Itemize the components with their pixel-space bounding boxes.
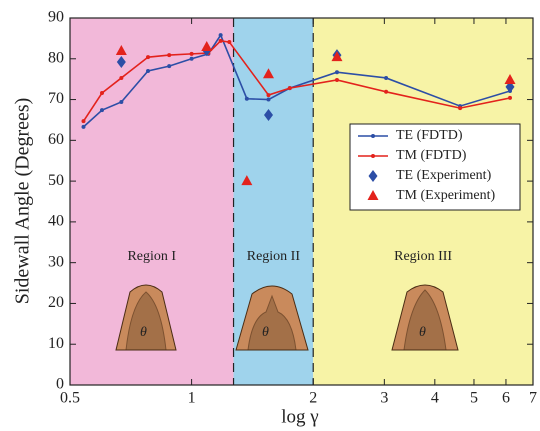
- marker: [146, 69, 151, 74]
- marker: [371, 134, 375, 138]
- marker: [115, 45, 127, 56]
- marker: [116, 56, 126, 69]
- marker: [81, 119, 86, 124]
- region-label: Region II: [247, 249, 301, 264]
- x-tick-label: 5: [470, 390, 478, 407]
- angle-label: θ: [262, 325, 269, 340]
- marker: [367, 190, 379, 200]
- marker: [227, 40, 232, 45]
- marker: [384, 89, 389, 94]
- marker: [189, 56, 194, 61]
- marker: [119, 75, 124, 80]
- marker: [371, 154, 375, 158]
- legend-label: TM (FDTD): [396, 148, 467, 163]
- marker: [146, 55, 151, 60]
- legend-label: TM (Experiment): [396, 188, 495, 203]
- angle-label: θ: [419, 325, 426, 340]
- marker: [218, 38, 223, 43]
- marker: [167, 64, 172, 69]
- x-tick-label: 0.5: [60, 390, 80, 407]
- marker: [334, 77, 339, 82]
- marker: [331, 51, 343, 62]
- region-label: Region III: [394, 249, 452, 264]
- marker: [218, 33, 223, 38]
- region-label: Region I: [127, 249, 176, 264]
- y-tick-label: 0: [56, 376, 64, 393]
- marker: [167, 53, 172, 58]
- marker: [504, 73, 516, 84]
- marker: [244, 96, 249, 101]
- marker: [119, 100, 124, 105]
- y-tick-label: 70: [48, 90, 64, 107]
- illustrations: [115, 284, 459, 351]
- y-tick-label: 40: [48, 213, 64, 230]
- marker: [263, 109, 273, 122]
- x-axis-label: log γ: [281, 406, 318, 427]
- marker: [458, 106, 463, 111]
- marker: [189, 51, 194, 56]
- marker: [384, 75, 389, 80]
- y-tick-label: 80: [48, 49, 64, 66]
- legend-label: TE (Experiment): [396, 168, 492, 183]
- marker: [99, 108, 104, 113]
- x-tick-label: 4: [431, 390, 439, 407]
- legend-box: [349, 123, 521, 211]
- y-tick-label: 30: [48, 253, 64, 270]
- sidewall-shape: [247, 294, 297, 351]
- marker: [201, 40, 213, 51]
- plot-frame: [69, 17, 534, 386]
- angle-label: θ: [140, 325, 147, 340]
- x-tick-label: 7: [529, 390, 537, 407]
- y-axis-label: Sidewall Angle (Degrees): [12, 98, 34, 305]
- y-tick-label: 60: [48, 131, 64, 148]
- x-tick-label: 6: [502, 390, 510, 407]
- marker: [266, 97, 271, 102]
- marker: [241, 175, 253, 186]
- marker: [262, 68, 274, 79]
- marker: [287, 86, 292, 91]
- marker: [368, 170, 378, 182]
- plot: Region I Region II Region III0102030405060…: [48, 9, 537, 407]
- y-tick-label: 50: [48, 172, 64, 189]
- marker: [266, 93, 271, 98]
- sidewall-shape: [403, 289, 447, 351]
- marker: [508, 95, 513, 100]
- legend-label: TE (FDTD): [396, 128, 463, 143]
- y-tick-label: 10: [48, 335, 64, 352]
- y-tick-label: 90: [48, 9, 64, 26]
- sidewall-shape: [125, 291, 167, 351]
- x-tick-label: 2: [309, 390, 317, 407]
- marker: [81, 124, 86, 129]
- marker: [99, 91, 104, 96]
- x-tick-label: 3: [380, 390, 388, 407]
- x-tick-label: 1: [188, 390, 196, 407]
- y-tick-label: 20: [48, 294, 64, 311]
- marker: [334, 70, 339, 75]
